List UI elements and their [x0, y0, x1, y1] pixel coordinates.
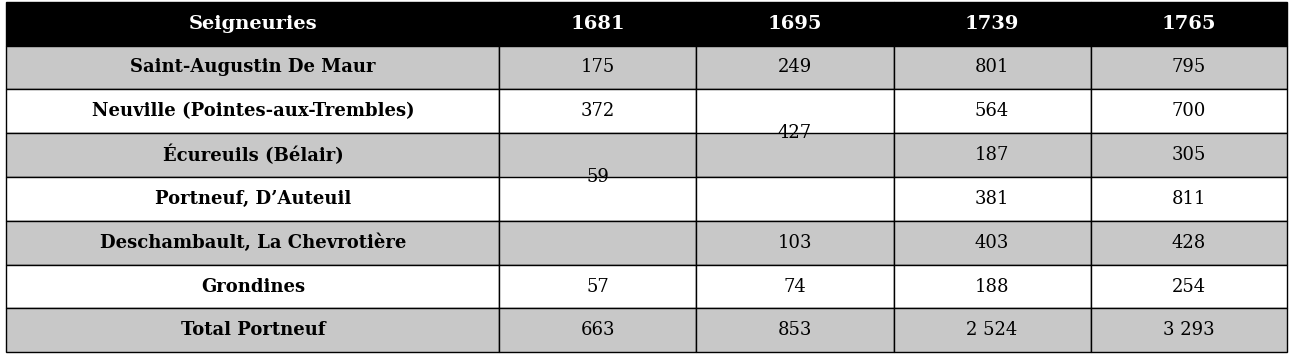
Bar [6, 264, 499, 308]
Text: 795: 795 [1171, 58, 1206, 76]
Text: Deschambault, La Chevrotière: Deschambault, La Chevrotière [100, 233, 406, 252]
Bar [499, 221, 697, 264]
Bar [6, 221, 499, 264]
Text: 663: 663 [581, 321, 615, 339]
Text: Portneuf, D’Auteuil: Portneuf, D’Auteuil [155, 190, 350, 208]
Bar [1091, 2, 1287, 46]
Text: 1681: 1681 [570, 15, 626, 33]
Text: 403: 403 [975, 234, 1010, 252]
Bar [1091, 221, 1287, 264]
Bar [893, 133, 1091, 177]
Bar [6, 308, 499, 352]
Bar [6, 89, 499, 133]
Text: 1739: 1739 [965, 15, 1019, 33]
Bar [6, 177, 499, 221]
Bar [697, 46, 893, 89]
Text: 74: 74 [784, 278, 807, 296]
Bar [1091, 264, 1287, 308]
Bar [893, 221, 1091, 264]
Text: 564: 564 [975, 102, 1010, 120]
Bar [697, 177, 893, 221]
Bar [6, 46, 499, 89]
Bar [499, 264, 697, 308]
Text: 427: 427 [778, 124, 812, 142]
Bar [893, 177, 1091, 221]
Bar [499, 133, 697, 221]
Bar [499, 2, 697, 46]
Text: 188: 188 [975, 278, 1010, 296]
Text: 175: 175 [581, 58, 615, 76]
Text: 853: 853 [778, 321, 812, 339]
Text: 57: 57 [587, 278, 609, 296]
Text: Saint-Augustin De Maur: Saint-Augustin De Maur [131, 58, 376, 76]
Bar [1091, 89, 1287, 133]
Text: Total Portneuf: Total Portneuf [181, 321, 326, 339]
Bar [893, 2, 1091, 46]
Bar [697, 133, 893, 177]
Bar [697, 221, 893, 264]
Bar [499, 308, 697, 352]
Bar [1091, 133, 1287, 177]
Text: 811: 811 [1171, 190, 1206, 208]
Bar [499, 89, 697, 133]
Text: 1695: 1695 [768, 15, 822, 33]
Bar [1091, 46, 1287, 89]
Bar [893, 46, 1091, 89]
Bar [893, 264, 1091, 308]
Bar [697, 2, 893, 46]
Text: Neuville (Pointes-aux-Trembles): Neuville (Pointes-aux-Trembles) [92, 102, 414, 120]
Text: 3 293: 3 293 [1162, 321, 1214, 339]
Bar [499, 46, 697, 89]
Text: 103: 103 [777, 234, 812, 252]
Bar [6, 133, 499, 177]
Text: 428: 428 [1171, 234, 1206, 252]
Text: 249: 249 [778, 58, 812, 76]
Text: 1765: 1765 [1161, 15, 1215, 33]
Bar [6, 2, 499, 46]
Text: Écureuils (Bélair): Écureuils (Bélair) [163, 145, 343, 165]
Text: 372: 372 [581, 102, 615, 120]
Bar [893, 89, 1091, 133]
Text: 305: 305 [1171, 146, 1206, 164]
Text: 801: 801 [975, 58, 1010, 76]
Text: 187: 187 [975, 146, 1010, 164]
Bar [1091, 308, 1287, 352]
Text: 254: 254 [1171, 278, 1205, 296]
Text: 381: 381 [975, 190, 1010, 208]
Bar [1091, 177, 1287, 221]
Text: Seigneuries: Seigneuries [189, 15, 317, 33]
Text: 2 524: 2 524 [966, 321, 1018, 339]
Bar [893, 308, 1091, 352]
Text: Grondines: Grondines [200, 278, 305, 296]
Text: 59: 59 [587, 168, 609, 186]
Bar [697, 308, 893, 352]
Bar [697, 264, 893, 308]
Text: 700: 700 [1171, 102, 1206, 120]
Bar [697, 89, 893, 177]
Bar [499, 177, 697, 221]
